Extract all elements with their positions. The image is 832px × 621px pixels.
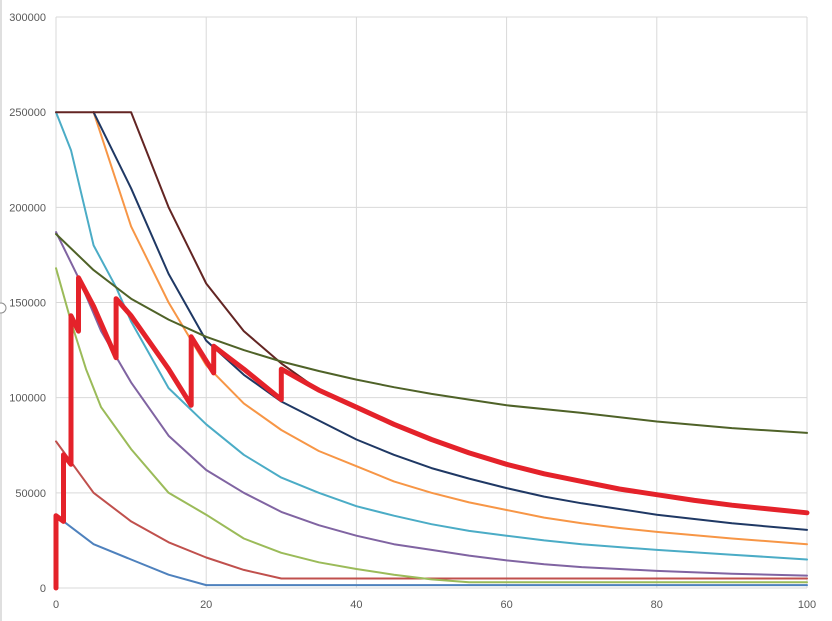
y-tick-label: 250000	[9, 107, 46, 119]
series-line-2	[55, 440, 808, 580]
series-line-5	[55, 111, 808, 561]
series-line-4	[55, 231, 808, 577]
x-tick-label: 60	[500, 599, 512, 611]
series-line-9	[55, 233, 808, 434]
x-tick-label: 40	[350, 599, 362, 611]
x-tick-label: 0	[53, 599, 59, 611]
series-line-6	[92, 111, 808, 546]
series-line-10	[53, 275, 810, 591]
series-group	[53, 111, 810, 591]
y-tick-label: 50000	[15, 488, 46, 500]
resize-handle[interactable]	[0, 302, 7, 314]
series-line-3	[55, 267, 808, 584]
y-tick-label: 150000	[9, 298, 46, 310]
series-line-8	[55, 111, 320, 392]
y-tick-label: 200000	[9, 202, 46, 214]
y-tick-label: 100000	[9, 393, 46, 405]
x-tick-label: 20	[200, 599, 212, 611]
tick-labels: 0 50000 100000 150000 200000 250000 300000 0 20 4…	[9, 12, 816, 611]
y-tick-label: 0	[40, 583, 46, 595]
x-tick-label: 100	[798, 599, 816, 611]
series-line-1	[55, 514, 808, 587]
series-line-7	[92, 111, 808, 531]
y-tick-label: 300000	[9, 12, 46, 24]
x-tick-label: 80	[651, 599, 663, 611]
axes	[0, 0, 807, 621]
